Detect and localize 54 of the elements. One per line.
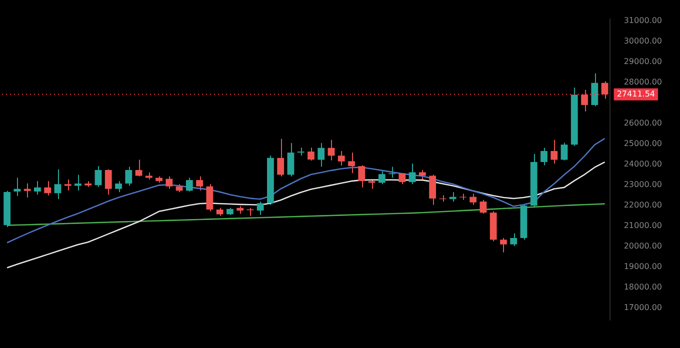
candlestick xyxy=(470,193,477,206)
y-tick-label: 22000.00 xyxy=(624,200,662,210)
candlestick xyxy=(358,164,366,188)
y-tick-label: 20000.00 xyxy=(624,241,662,250)
candlestick xyxy=(581,89,588,112)
candlestick xyxy=(256,201,264,216)
candlestick xyxy=(24,182,31,198)
y-tick-label: 26000.00 xyxy=(624,118,662,128)
candlestick xyxy=(54,168,62,200)
candlestick xyxy=(125,166,132,186)
y-tick-label: 23000.00 xyxy=(624,180,662,189)
y-tick-label: 29000.00 xyxy=(624,56,662,66)
candlestick xyxy=(277,138,284,177)
candlestick xyxy=(560,142,568,161)
candlestick xyxy=(378,170,386,185)
candlestick xyxy=(540,147,548,166)
candlestick xyxy=(44,180,52,196)
candlestick xyxy=(449,192,456,202)
candlestick xyxy=(308,147,314,162)
ref-line-label: 27411.54 xyxy=(616,89,655,98)
candlestick xyxy=(206,184,214,212)
candlestick xyxy=(64,178,72,192)
y-tick-label: 28000.00 xyxy=(624,77,662,86)
candlestick xyxy=(196,176,203,192)
candlestick xyxy=(104,168,112,196)
candlestick xyxy=(348,152,355,174)
candlestick xyxy=(338,150,345,166)
candlestick xyxy=(287,142,294,177)
candlestick xyxy=(429,174,436,206)
candlestick xyxy=(500,238,507,253)
candlestick xyxy=(34,180,41,196)
candlestick xyxy=(135,159,142,177)
candlestick xyxy=(408,163,416,185)
candlestick xyxy=(318,142,325,168)
candlestick xyxy=(418,170,426,180)
candlestick xyxy=(591,72,598,107)
y-tick-label: 25000.00 xyxy=(624,138,662,148)
candlestick xyxy=(480,199,487,214)
y-tick-label: 24000.00 xyxy=(624,159,662,168)
candlestick xyxy=(328,139,335,161)
y-tick-label: 21000.00 xyxy=(624,220,662,230)
candlestick xyxy=(550,139,558,164)
candlestick xyxy=(74,174,82,192)
candlestick xyxy=(601,80,608,100)
candlestick xyxy=(510,232,518,247)
y-tick-label: 18000.00 xyxy=(624,282,662,292)
y-tick-label: 19000.00 xyxy=(624,262,662,271)
candlestick xyxy=(166,176,173,190)
candlestick xyxy=(115,180,122,193)
y-tick-label: 31000.00 xyxy=(624,16,662,25)
candlestick xyxy=(186,177,193,192)
candlestick xyxy=(94,166,102,188)
y-tick-label: 17000.00 xyxy=(624,302,662,312)
y-tick-label: 30000.00 xyxy=(624,36,662,46)
